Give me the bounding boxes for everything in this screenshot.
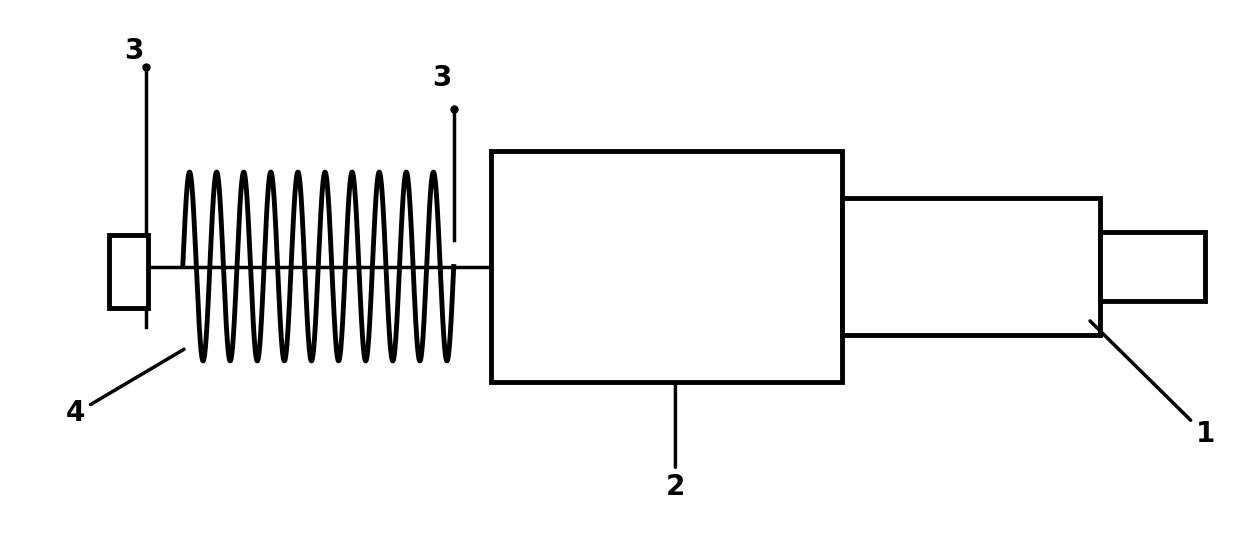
- Bar: [842, 198, 1100, 335]
- Text: 2: 2: [666, 385, 686, 501]
- Text: 4: 4: [66, 349, 184, 427]
- Bar: [1100, 232, 1205, 301]
- Bar: [109, 235, 149, 309]
- Text: 3: 3: [432, 63, 451, 92]
- Bar: [491, 151, 842, 382]
- Text: 1: 1: [1090, 321, 1215, 448]
- Text: 3: 3: [124, 37, 143, 66]
